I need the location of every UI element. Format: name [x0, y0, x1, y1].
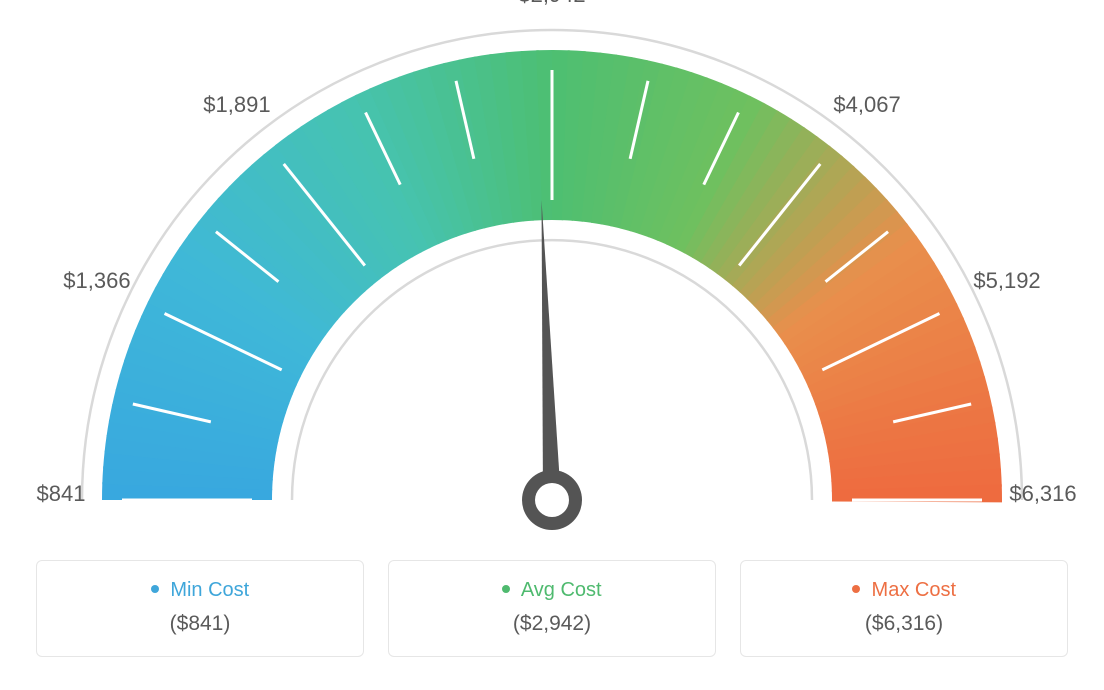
gauge-svg — [20, 20, 1084, 540]
legend-value-min: ($841) — [47, 612, 353, 636]
legend-title-text: Max Cost — [872, 579, 956, 601]
gauge-tick-label: $1,891 — [203, 92, 270, 118]
legend-value-avg: ($2,942) — [399, 612, 705, 636]
legend-card-min: Min Cost ($841) — [36, 560, 364, 657]
legend-title-avg: Avg Cost — [399, 579, 705, 602]
legend-value-max: ($6,316) — [751, 612, 1057, 636]
dot-icon — [502, 585, 510, 593]
legend-title-text: Min Cost — [170, 579, 249, 601]
dot-icon — [852, 585, 860, 593]
legend-card-avg: Avg Cost ($2,942) — [388, 560, 716, 657]
gauge-tick-label: $4,067 — [833, 92, 900, 118]
dot-icon — [151, 585, 159, 593]
gauge-tick-label: $1,366 — [63, 268, 130, 294]
gauge-tick-label: $5,192 — [973, 268, 1040, 294]
legend-title-text: Avg Cost — [521, 579, 602, 601]
legend-row: Min Cost ($841) Avg Cost ($2,942) Max Co… — [20, 560, 1084, 657]
gauge-tick-label: $841 — [37, 481, 86, 507]
legend-title-max: Max Cost — [751, 579, 1057, 602]
gauge-tick-label: $6,316 — [1009, 481, 1076, 507]
gauge-tick-label: $2,942 — [518, 0, 585, 8]
gauge-chart: $841$1,366$1,891$2,942$4,067$5,192$6,316 — [20, 20, 1084, 540]
legend-card-max: Max Cost ($6,316) — [740, 560, 1068, 657]
legend-title-min: Min Cost — [47, 579, 353, 602]
